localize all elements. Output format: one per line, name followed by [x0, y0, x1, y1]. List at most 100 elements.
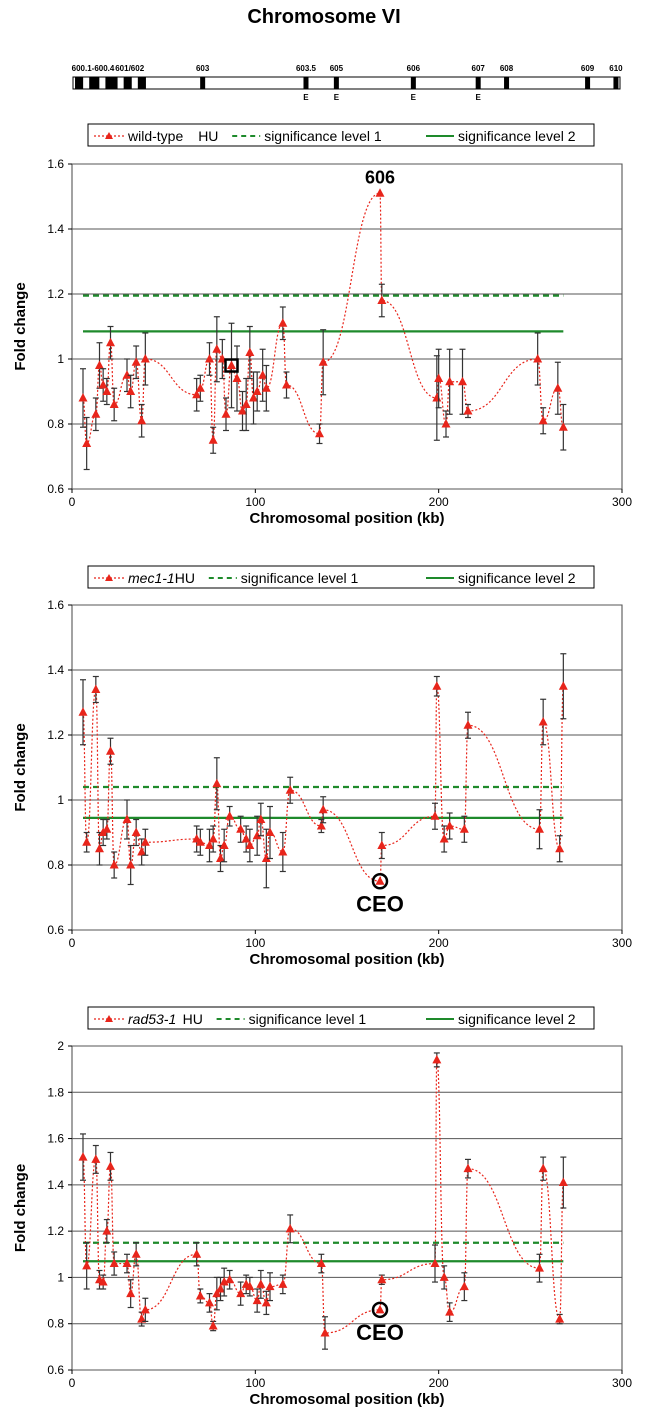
y-tick-label: 1.2 [47, 1224, 64, 1238]
data-point [122, 1258, 132, 1268]
data-point [463, 406, 473, 415]
data-point [82, 438, 92, 447]
data-point [553, 383, 563, 392]
origin-block [105, 77, 118, 89]
data-point [558, 681, 568, 690]
y-tick-label: 1.6 [47, 598, 64, 612]
data-point [432, 681, 442, 690]
data-point [241, 834, 251, 843]
x-tick-label: 100 [245, 1376, 265, 1390]
x-tick-label: 300 [612, 495, 632, 509]
data-point [241, 399, 251, 408]
data-point [208, 834, 218, 843]
data-point [282, 380, 291, 389]
plot-area [71, 604, 623, 931]
data-point [445, 1307, 455, 1316]
data-point [131, 357, 141, 366]
legend-box [87, 123, 595, 147]
data-point [219, 840, 229, 849]
legend-label-sig1: significance level 1 [264, 128, 382, 144]
data-point [102, 1226, 112, 1235]
data-point [82, 837, 92, 846]
data-point [430, 811, 440, 820]
data-point [236, 1288, 246, 1298]
data-point [212, 778, 222, 788]
origin-block [123, 77, 132, 89]
y-tick-label: 1.4 [47, 222, 64, 236]
data-point [535, 824, 544, 833]
data-point [195, 383, 205, 392]
data-point [459, 824, 469, 833]
data-point [377, 295, 387, 304]
data-point [458, 376, 467, 386]
legend-box [87, 565, 595, 589]
data-point [195, 1290, 205, 1300]
legend-label-series: wild-type [127, 128, 183, 144]
data-point [212, 1288, 222, 1298]
data-point [320, 1327, 330, 1337]
data-point [91, 1154, 101, 1163]
legend-box [87, 1006, 595, 1030]
y-tick-label: 1.6 [47, 1132, 64, 1146]
data-point [315, 428, 324, 438]
data-point [318, 804, 328, 814]
origin-block [410, 77, 416, 89]
x-tick-label: 0 [69, 1376, 76, 1390]
y-tick-label: 1 [57, 1270, 64, 1284]
data-point [109, 399, 119, 408]
data-point [140, 354, 150, 363]
y-axis-label: Fold change [12, 723, 29, 811]
legend-triangle-marker [105, 1015, 113, 1022]
x-tick-label: 300 [612, 1376, 632, 1390]
chart-panel-1: wild-type HU significance level 1 signific… [12, 123, 632, 527]
data-point [216, 1284, 225, 1293]
legend-label-sig2: significance level 2 [458, 570, 576, 586]
data-point [261, 1297, 271, 1307]
data-point [219, 1277, 229, 1286]
data-point [102, 824, 112, 833]
efficient-origin-marker: E [334, 93, 340, 102]
data-point [258, 370, 268, 379]
efficient-origin-marker: E [476, 93, 482, 102]
data-point [137, 415, 147, 425]
legend-label-sig1: significance level 1 [249, 1011, 367, 1027]
origin-block [137, 77, 146, 89]
data-point [538, 415, 548, 425]
x-tick-label: 100 [245, 936, 265, 950]
legend-label-suffix: HU [183, 1011, 203, 1027]
data-point [131, 1249, 141, 1258]
data-point [375, 876, 385, 885]
origin-label: 601/602 [115, 64, 144, 73]
data-point [78, 393, 88, 402]
data-point [555, 843, 565, 853]
data-point [140, 1304, 150, 1314]
data-point [195, 837, 205, 846]
x-tick-label: 0 [69, 936, 76, 950]
data-point [459, 1281, 469, 1291]
data-point [106, 746, 115, 755]
efficient-origin-marker: E [411, 93, 417, 102]
data-point [106, 1161, 115, 1170]
data-point [98, 1277, 108, 1286]
y-tick-label: 1.4 [47, 663, 64, 677]
origin-label: 600.1-600.4 [72, 64, 115, 73]
data-point [252, 830, 262, 840]
data-point [122, 370, 132, 379]
data-point [463, 720, 473, 729]
ceo-highlight-circle [371, 873, 389, 890]
origin-label: 608 [500, 64, 514, 73]
y-tick-label: 1.2 [47, 728, 64, 742]
data-point [78, 1152, 88, 1161]
data-point [316, 1258, 326, 1268]
data-point [221, 409, 231, 418]
data-point [441, 419, 451, 428]
data-point [256, 1279, 266, 1288]
chromosome-map: 600.1-600.4 601/602 603 603.5 E 605 E 606 E 607 E 6… [72, 64, 624, 102]
y-axis-label: Fold change [12, 1164, 29, 1252]
chromosome-bar [72, 76, 621, 90]
origin-label: 610 [609, 64, 623, 73]
origin-highlight-square [224, 358, 239, 373]
data-point [285, 1223, 295, 1233]
y-tick-label: 1.4 [47, 1178, 64, 1192]
